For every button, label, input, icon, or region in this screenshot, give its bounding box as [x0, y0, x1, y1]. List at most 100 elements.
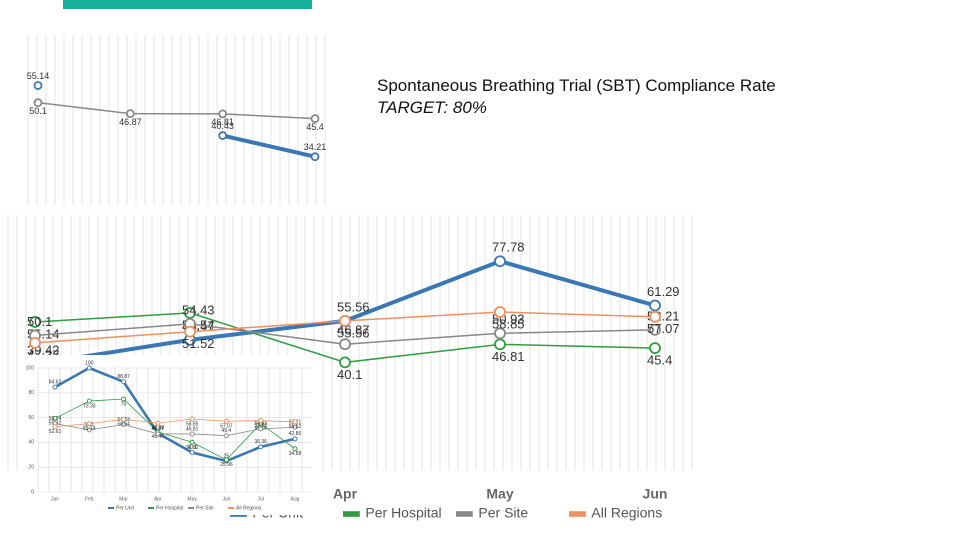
- y-tick-label: 80: [28, 390, 34, 396]
- data-point: [223, 433, 229, 439]
- data-point: [189, 416, 195, 422]
- data-label: 55.14: [83, 426, 96, 432]
- data-label: 55.56: [152, 425, 165, 431]
- data-point: [292, 424, 298, 430]
- x-tick-label: Jan: [51, 496, 59, 502]
- data-label: 50.1: [27, 314, 52, 329]
- data-point: [86, 365, 92, 371]
- legend-label: All Regions: [591, 505, 662, 521]
- series-line: [54, 418, 296, 428]
- data-label: 25.96: [220, 462, 233, 468]
- data-label: 31.82: [186, 445, 199, 451]
- data-label: 58.85: [492, 316, 525, 331]
- data-point: [52, 424, 58, 430]
- subtitle: TARGET: 80%: [377, 98, 487, 117]
- data-point: [33, 98, 43, 108]
- data-point: [29, 316, 41, 328]
- accent-bar: [63, 0, 312, 9]
- data-point: [52, 384, 58, 390]
- data-point: [649, 299, 661, 312]
- data-label: 100: [85, 360, 94, 366]
- x-tick-label: Jul: [258, 496, 264, 502]
- legend-label: Per Hospital: [156, 505, 183, 511]
- data-point: [155, 420, 161, 426]
- data-point: [86, 427, 92, 433]
- data-label: 46.87: [152, 426, 165, 432]
- y-tick-label: 100: [26, 365, 35, 371]
- data-point: [649, 342, 661, 355]
- data-point: [155, 431, 161, 437]
- slide-title: Spontaneous Breathing Trial (SBT) Compli…: [377, 75, 776, 119]
- data-point: [494, 327, 506, 340]
- data-point: [292, 446, 298, 452]
- data-label: 46.81: [492, 349, 525, 364]
- data-label: 88.87: [117, 374, 130, 380]
- x-tick-label: Aug: [291, 496, 300, 502]
- title: Spontaneous Breathing Trial (SBT) Compli…: [377, 76, 776, 95]
- data-point: [121, 379, 127, 385]
- y-tick-label: 60: [28, 415, 34, 421]
- data-point: [121, 416, 127, 422]
- data-point: [184, 306, 196, 319]
- data-label: 57.59: [254, 423, 267, 429]
- data-point: [52, 415, 58, 421]
- data-point: [189, 450, 195, 456]
- data-point: [86, 421, 92, 427]
- data-point: [310, 114, 320, 124]
- x-tick-label: Jun: [222, 496, 230, 502]
- data-label: 57.07: [647, 321, 680, 336]
- legend-swatch: [456, 511, 473, 517]
- data-point: [258, 444, 264, 450]
- data-point: [125, 109, 135, 119]
- data-point: [339, 314, 351, 327]
- data-label: 55.14: [27, 71, 50, 81]
- data-point: [86, 398, 92, 404]
- data-label: 48.47: [152, 434, 165, 440]
- legend-swatch: [228, 507, 234, 509]
- data-label: 34.88: [289, 451, 302, 457]
- data-label: 73.33: [83, 403, 96, 409]
- legend-swatch: [569, 511, 586, 517]
- legend-label: Per Site: [196, 505, 214, 511]
- legend-swatch: [148, 507, 154, 509]
- x-tick-label: May: [486, 486, 513, 502]
- data-label: 54.43: [182, 302, 215, 317]
- y-tick-label: 40: [28, 440, 34, 446]
- data-label: 58.85: [186, 421, 199, 427]
- data-point: [494, 306, 506, 318]
- x-tick-label: Feb: [85, 496, 94, 502]
- data-point: [121, 422, 127, 427]
- data-point: [310, 152, 320, 162]
- data-label: 40.1: [187, 445, 197, 451]
- data-label: 77.78: [492, 240, 525, 255]
- data-label: 36.36: [254, 439, 267, 445]
- data-label: 55.56: [337, 299, 370, 314]
- data-label: 40.43: [211, 121, 234, 131]
- data-point: [121, 396, 127, 402]
- data-label: 40.1: [337, 367, 362, 382]
- data-label: 55.56: [337, 325, 370, 340]
- legend-label: Per Site: [478, 505, 528, 521]
- data-label: 75: [121, 401, 127, 407]
- data-point: [292, 419, 298, 425]
- legend-label: Per Hospital: [365, 505, 441, 521]
- data-label: 42.86: [289, 431, 302, 437]
- data-point: [218, 131, 228, 140]
- legend-swatch: [343, 511, 360, 517]
- data-label: 45.4: [647, 353, 672, 368]
- chart-background: [28, 30, 325, 225]
- data-point: [189, 431, 195, 437]
- data-point: [223, 457, 229, 463]
- data-label: 55.14: [49, 416, 62, 422]
- legend-swatch: [108, 507, 114, 509]
- y-tick-label: 20: [28, 465, 34, 471]
- x-tick-label: Mar: [119, 496, 128, 502]
- data-label: 56.52: [289, 424, 302, 430]
- data-point: [218, 109, 228, 119]
- x-tick-label: May: [187, 496, 197, 502]
- data-label: 50.1: [29, 106, 47, 116]
- series-line: [37, 101, 316, 120]
- data-point: [649, 323, 661, 336]
